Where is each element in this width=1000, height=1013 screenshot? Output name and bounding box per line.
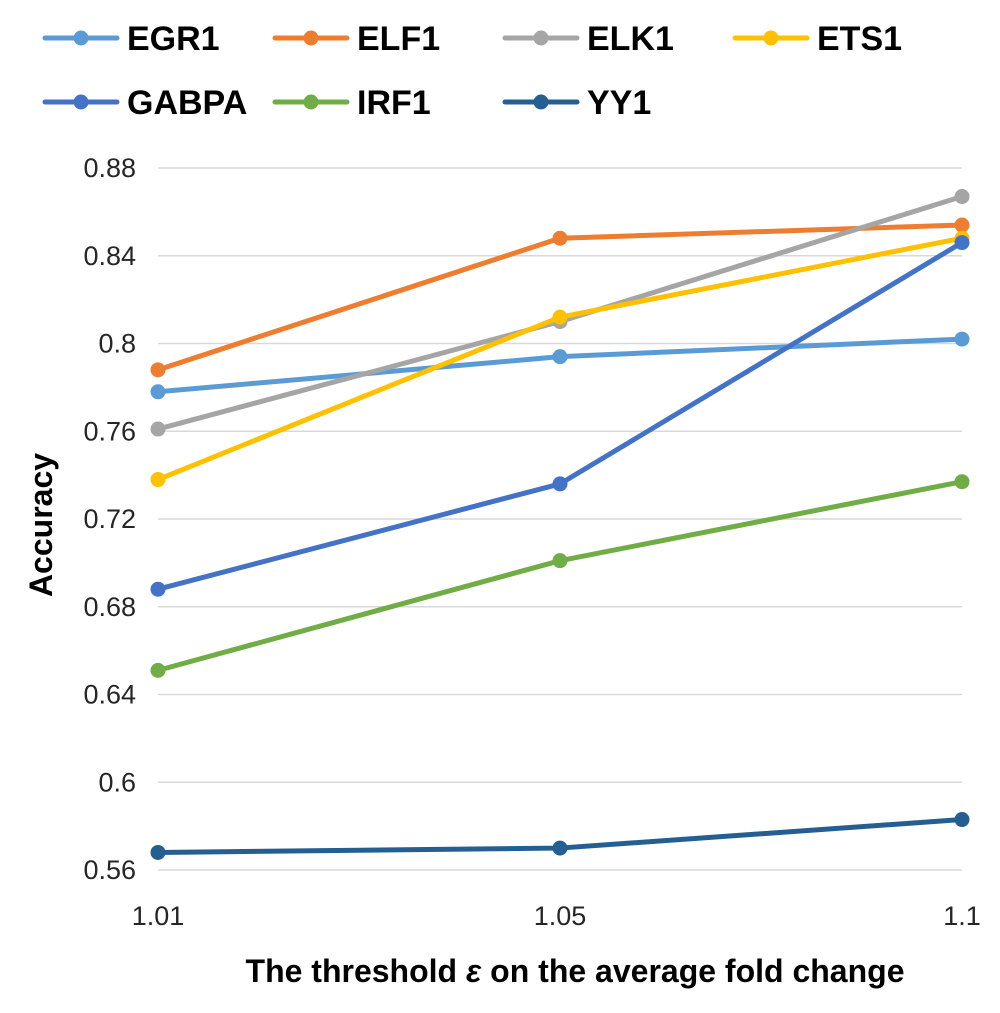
data-point (150, 421, 166, 437)
data-point (954, 812, 970, 828)
legend-label: ETS1 (817, 20, 902, 58)
y-tick-label: 0.6 (98, 767, 136, 797)
legend-item-elk1: ELK1 (502, 20, 674, 58)
data-point (150, 384, 166, 400)
gridlines (158, 167, 962, 871)
data-point (150, 581, 166, 597)
x-tick-label: 1.01 (132, 901, 185, 931)
legend-item-yy1: YY1 (502, 84, 651, 122)
data-point (954, 217, 970, 233)
y-axis-title: Accuracy (23, 453, 59, 597)
data-point (150, 662, 166, 678)
legend-swatch-marker (303, 30, 319, 46)
legend-item-egr1: EGR1 (42, 20, 220, 58)
data-point (150, 472, 166, 488)
x-tick-label: 1.05 (534, 901, 587, 931)
y-tick-label: 0.8 (98, 329, 136, 359)
x-axis-title: The threshold ε on the average fold chan… (246, 953, 905, 989)
data-point (552, 553, 568, 569)
legend-label: IRF1 (357, 84, 431, 122)
data-point (552, 230, 568, 246)
data-point (552, 840, 568, 856)
legend-swatch-marker (533, 94, 549, 110)
legend-swatch-marker (73, 30, 89, 46)
series-egr1 (150, 331, 970, 400)
series-line (155, 336, 965, 395)
legend-label: ELK1 (587, 20, 674, 58)
x-axis-title-epsilon: ε (466, 953, 482, 989)
legend-label: YY1 (587, 84, 651, 122)
series-line (155, 222, 965, 373)
series-irf1 (150, 474, 970, 678)
series-line (155, 479, 965, 673)
legend-item-gabpa: GABPA (42, 84, 247, 122)
data-point (150, 362, 166, 378)
y-tick-label: 0.84 (83, 241, 136, 271)
legend-swatch-marker (533, 30, 549, 46)
series-elf1 (150, 217, 970, 378)
series-lines (150, 189, 970, 860)
x-axis-ticks: 1.01 1.05 1.1 (132, 901, 981, 931)
x-axis-title-part-2: on the average fold change (481, 953, 904, 989)
legend-swatch-marker (763, 30, 779, 46)
legend-item-irf1: IRF1 (272, 84, 431, 122)
y-axis-ticks: 0.56 0.6 0.64 0.68 0.72 0.76 0.8 0.84 0.88 (83, 153, 136, 885)
data-point (954, 235, 970, 251)
data-point (954, 331, 970, 347)
legend-label: ELF1 (357, 20, 440, 58)
legend-label: GABPA (127, 84, 247, 122)
series-yy1 (150, 812, 970, 860)
y-tick-label: 0.88 (83, 153, 136, 183)
legend: EGR1 ELF1 ELK1 ETS1 GABPA IRF1 YY1 (42, 20, 902, 122)
y-tick-label: 0.72 (83, 504, 136, 534)
legend-item-elf1: ELF1 (272, 20, 440, 58)
legend-swatch-marker (303, 94, 319, 110)
data-point (552, 349, 568, 365)
y-tick-label: 0.64 (83, 680, 136, 710)
series-gabpa (150, 235, 970, 597)
y-tick-label: 0.76 (83, 416, 136, 446)
legend-label: EGR1 (127, 20, 220, 58)
legend-swatch-marker (73, 94, 89, 110)
data-point (552, 476, 568, 492)
data-point (552, 309, 568, 325)
y-tick-label: 0.68 (83, 592, 136, 622)
x-tick-label: 1.1 (943, 901, 981, 931)
legend-item-ets1: ETS1 (732, 20, 902, 58)
x-axis-title-part-1: The threshold (246, 953, 466, 989)
y-tick-label: 0.56 (83, 855, 136, 885)
data-point (954, 474, 970, 490)
data-point (954, 189, 970, 205)
data-point (150, 844, 166, 860)
series-line (155, 240, 965, 592)
